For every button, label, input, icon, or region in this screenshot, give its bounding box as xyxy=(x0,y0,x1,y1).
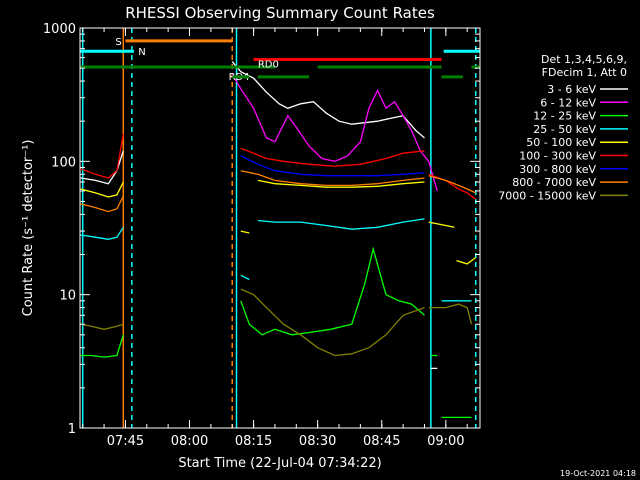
event-bar-label-1: N xyxy=(138,47,145,58)
y-axis: 1 10 100 1000 xyxy=(43,22,480,437)
series-line-8-seg-1 xyxy=(240,288,425,357)
series-line-8-seg-0 xyxy=(80,323,124,330)
series-line-5-seg-0 xyxy=(80,133,124,179)
legend-label-4: 50 - 100 keV xyxy=(526,136,596,149)
series-line-7-seg-1 xyxy=(240,170,425,187)
series-line-8-seg-2 xyxy=(428,303,473,325)
legend-label-3: 25 - 50 keV xyxy=(533,123,596,136)
series-line-4-seg-2 xyxy=(257,179,425,188)
x-tick-label-1: 08:00 xyxy=(171,434,208,449)
legend: Det 1,3,4,5,6,9,FDecim 1, Att 0 3 - 6 keV… xyxy=(498,53,628,202)
legend-label-8: 7000 - 15000 keV xyxy=(498,189,596,202)
legend-label-1: 6 - 12 keV xyxy=(540,96,596,109)
x-tick-label-3: 08:30 xyxy=(299,434,336,449)
x-tick-label-0: 07:45 xyxy=(107,434,144,449)
legend-label-2: 12 - 25 keV xyxy=(533,110,596,123)
series-line-4-seg-4 xyxy=(456,256,477,265)
x-tick-label-5: 09:00 xyxy=(427,434,464,449)
plot-area: SNRD4RD0 xyxy=(80,28,480,428)
y-tick-label-3: 1000 xyxy=(43,22,76,37)
x-tick-label-4: 08:45 xyxy=(363,434,400,449)
legend-label-6: 300 - 800 keV xyxy=(519,163,596,176)
event-bar-label-0: S xyxy=(115,37,121,48)
series-line-5-seg-1 xyxy=(240,147,425,167)
series-line-4-seg-0 xyxy=(80,181,124,198)
footer-date: 19-Oct-2021 04:18 xyxy=(560,469,636,478)
series-line-3-seg-1 xyxy=(240,274,250,281)
y-axis-label: Count Rate (s⁻¹ detector⁻¹) xyxy=(21,140,36,317)
series-line-7-seg-0 xyxy=(80,195,124,213)
legend-header-0: Det 1,3,4,5,6,9, xyxy=(541,53,627,66)
event-label-0: RD0 xyxy=(258,60,279,71)
legend-label-7: 800 - 7000 keV xyxy=(512,176,596,189)
legend-label-5: 100 - 300 keV xyxy=(519,150,596,163)
series-line-1-seg-0 xyxy=(231,73,438,192)
series-line-3-seg-0 xyxy=(80,226,124,240)
y-tick-label-0: 1 xyxy=(68,422,76,437)
series-line-6-seg-0 xyxy=(240,155,425,177)
series-line-2-seg-0 xyxy=(80,334,124,358)
series-line-4-seg-1 xyxy=(240,230,250,234)
plot-frame xyxy=(79,27,481,429)
legend-label-0: 3 - 6 keV xyxy=(547,83,596,96)
chart-title: RHESSI Observing Summary Count Rates xyxy=(125,4,435,22)
y-tick-label-2: 100 xyxy=(51,155,76,170)
x-axis-label: Start Time (22-Jul-04 07:34:22) xyxy=(178,456,381,471)
series-line-2-seg-1 xyxy=(240,246,425,336)
series-line-0-seg-0 xyxy=(80,150,124,185)
series-line-4-seg-3 xyxy=(428,221,455,228)
y-tick-label-1: 10 xyxy=(59,289,76,304)
legend-header-1: FDecim 1, Att 0 xyxy=(542,66,627,79)
series-line-7-seg-2 xyxy=(428,175,476,194)
series-line-3-seg-2 xyxy=(257,218,425,230)
x-axis: 07:45 08:00 08:15 08:30 08:45 09:00 xyxy=(82,28,468,449)
x-tick-label-2: 08:15 xyxy=(235,434,272,449)
series-line-0-seg-1 xyxy=(231,61,425,139)
